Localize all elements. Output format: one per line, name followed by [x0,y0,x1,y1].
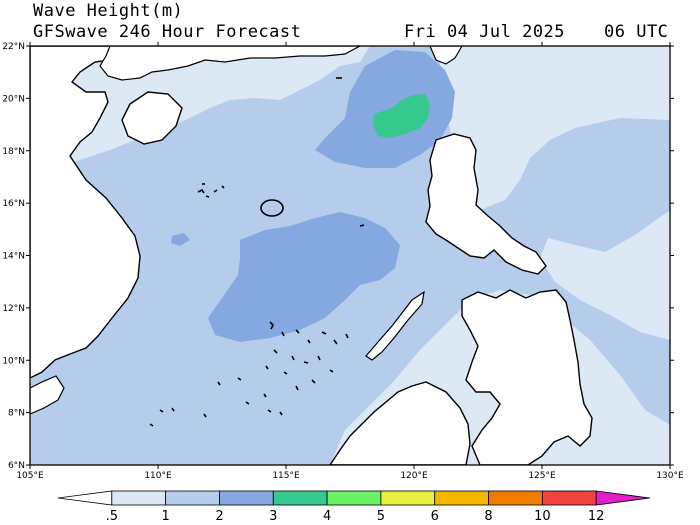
colorbar-segment [272,490,328,506]
lat-tick-label: 12°N [2,304,25,314]
colorbar-segment [57,490,113,506]
small-islands [149,77,365,427]
taiwan-island [429,46,463,65]
colorbar-segment [595,490,651,506]
lat-tick-label: 10°N [2,356,25,366]
mekong-delta [30,375,65,415]
lat-tick-label: 22°N [2,42,25,52]
lat-tick-label: 14°N [2,252,25,262]
colorbar-label: 3 [269,509,277,524]
colorbar-segment [165,490,220,506]
colorbar-segment [326,490,382,506]
colorbar-segment [541,490,597,506]
lon-tick-label: 130°E [656,471,684,481]
colorbar-label: 12 [588,509,605,524]
colorbar-label: 1 [161,509,169,524]
lon-tick-label: 105°E [16,471,44,481]
forecast-model-label: GFSwave 246 Hour Forecast [33,22,302,42]
wave-band-2-3m-central [208,212,400,342]
forecast-time: 06 UTC [604,22,669,42]
forecast-date: Fri 04 Jul 2025 [404,22,566,42]
colorbar-labels: .5 1 2 3 4 5 6 8 10 12 [106,509,605,524]
wave-band-0.5-1m-north [30,46,370,182]
colorbar-label: .5 [106,509,118,524]
palawan-island [365,290,425,361]
indochina-landmass [30,46,141,379]
luzon-island [425,133,547,275]
map-field [30,46,670,465]
colorbar [57,490,651,506]
china-coast [99,46,361,81]
lat-tick-label: 8°N [8,409,25,419]
wave-band-2-3m-luzon-strait [315,50,455,168]
map-title: Wave Height(m) [33,1,184,21]
wave-band-0.5-1m-east [440,46,670,210]
colorbar-segment [434,490,489,506]
wave-band-2-3m-west-pocket [171,233,190,246]
colorbar-segment [488,490,543,506]
lon-tick-label: 120°E [400,471,428,481]
lon-tick-label: 110°E [144,471,172,481]
colorbar-segment [111,490,167,506]
mindanao-visayas [461,289,593,465]
colorbar-label: 10 [534,509,551,524]
lat-tick-label: 20°N [2,94,25,104]
lat-tick-label: 6°N [8,461,25,471]
lat-tick-label: 16°N [2,199,25,209]
lon-tick-labels: 105°E 110°E 115°E 120°E 125°E 130°E [16,471,684,481]
colorbar-segment [380,490,436,506]
lat-tick-label: 18°N [2,147,25,157]
wave-band-0.5-1m-east-lower [540,210,670,340]
colorbar-label: 6 [431,509,439,524]
colorbar-label: 4 [323,509,331,524]
colorbar-label: 5 [377,509,385,524]
borneo-island [329,381,471,465]
hainan-island [121,91,183,145]
lon-tick-label: 115°E [272,471,300,481]
lat-tick-labels: 22°N 20°N 18°N 16°N 14°N 12°N 10°N 8°N 6°N [2,42,25,471]
colorbar-label: 2 [215,509,223,524]
axis-ticks [26,42,674,469]
wave-band-3-4m-peak [373,94,430,138]
colorbar-label: 8 [484,509,492,524]
colorbar-segment [219,490,274,506]
lon-tick-label: 125°E [528,471,556,481]
